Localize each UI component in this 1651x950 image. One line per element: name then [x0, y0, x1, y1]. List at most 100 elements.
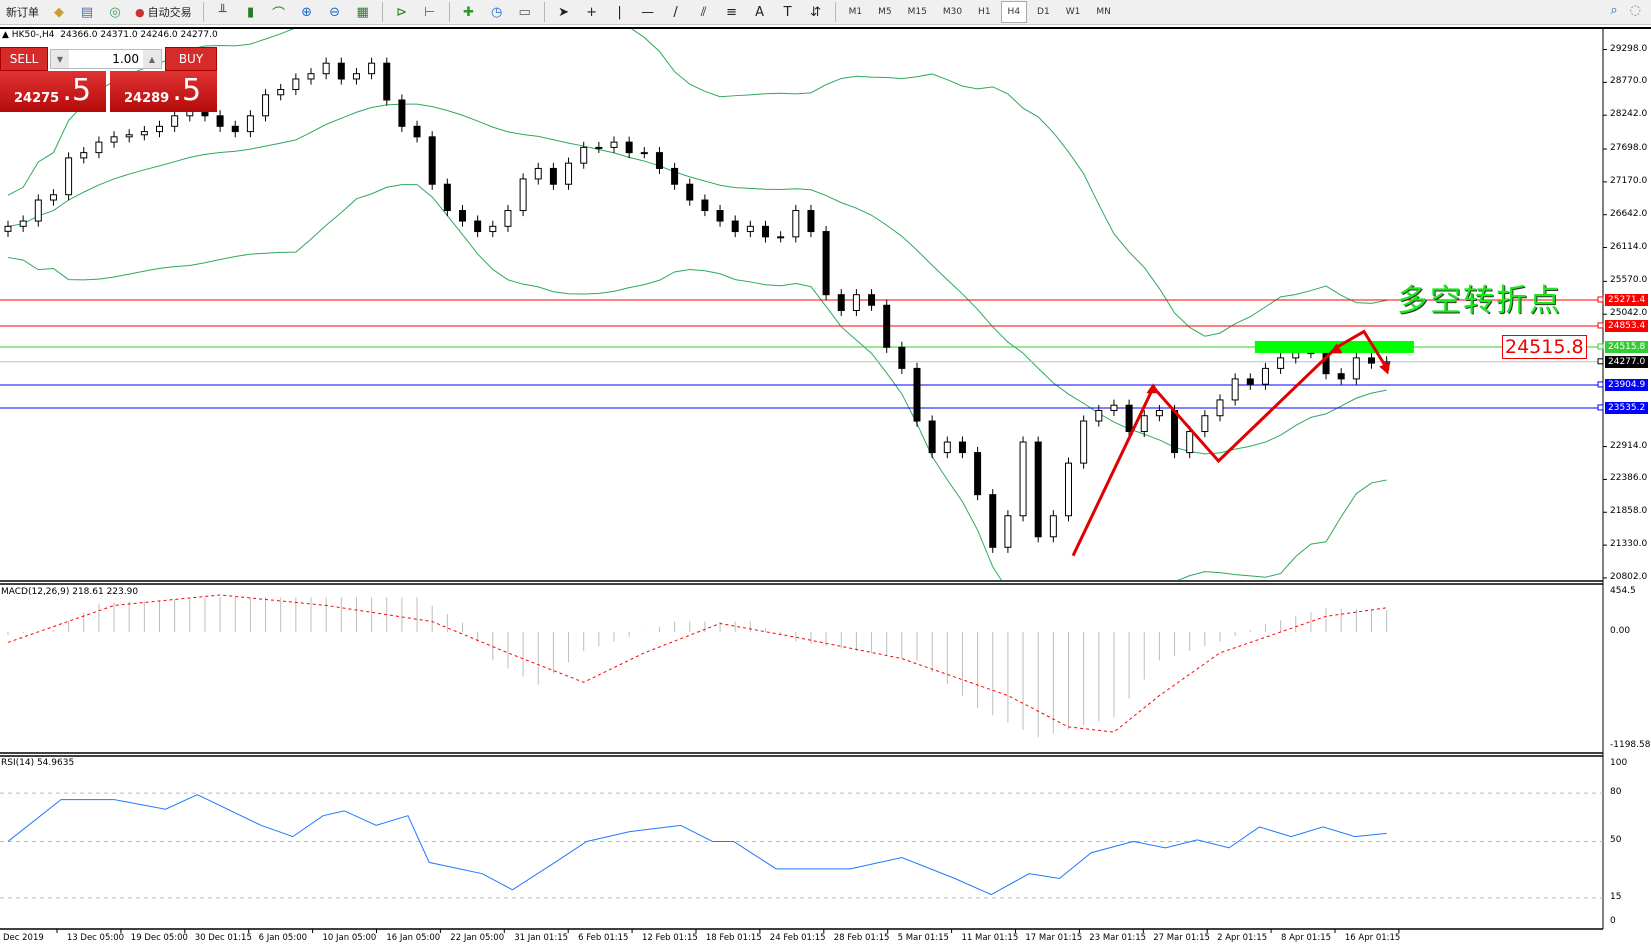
horizontal-line-icon[interactable]: — — [641, 4, 655, 20]
candle-body — [595, 146, 603, 149]
candle-body — [837, 294, 845, 311]
search-icon[interactable]: ⌕ — [1610, 3, 1618, 18]
bollinger-lower — [7, 184, 1387, 580]
timeframe-d1[interactable]: D1 — [1037, 7, 1050, 17]
zoom-in-icon[interactable]: ⊕ — [301, 4, 313, 20]
candle-body — [1125, 404, 1133, 433]
candle-body — [686, 183, 694, 201]
candle-body — [368, 62, 376, 75]
candle-body — [1231, 378, 1239, 401]
zoom-out-icon[interactable]: ⊖ — [329, 4, 341, 20]
timeframe-h4[interactable]: H4 — [1000, 1, 1028, 23]
time-tick-label: 6 Feb 01:15 — [578, 933, 629, 943]
macd-tick-label: 0.00 — [1610, 626, 1631, 636]
price-tick-label: 26114.0 — [1610, 241, 1648, 252]
timeframe-mn[interactable]: MN — [1096, 7, 1111, 17]
timeframe-m15[interactable]: M15 — [907, 7, 927, 17]
chart-shift-icon[interactable]: ⊢ — [423, 4, 436, 20]
candle-body — [110, 136, 118, 143]
lot-increase-button[interactable]: ▲ — [143, 50, 161, 68]
crosshair-icon[interactable]: + — [586, 4, 598, 20]
candle-body — [580, 146, 588, 164]
candle-body — [868, 294, 876, 306]
trendline-icon[interactable]: / — [673, 4, 678, 20]
timeframe-h1[interactable]: H1 — [978, 7, 991, 17]
gold-bar-icon[interactable]: ◆ — [54, 4, 64, 20]
candle-body — [1049, 515, 1057, 538]
candlestick-icon[interactable]: ▮ — [247, 4, 255, 20]
timeframe-w1[interactable]: W1 — [1065, 7, 1081, 17]
candle-body — [928, 420, 936, 454]
candle-body — [307, 73, 315, 80]
arrow-head — [1146, 383, 1160, 394]
arrows-icon[interactable]: ⇵ — [810, 4, 822, 20]
level-handle — [1597, 404, 1604, 411]
annotation-text[interactable]: 多空转折点 — [1397, 283, 1562, 319]
candle-body — [19, 220, 27, 227]
text-label-icon[interactable]: T — [783, 4, 792, 20]
one-click-trading-panel: SELL ▼ 1.00 ▲ BUY 24275 .5 24289 .5 — [0, 47, 217, 112]
time-tick-label: 2 Apr 01:15 — [1217, 933, 1268, 943]
annotation-price-label[interactable]: 24515.8 — [1502, 335, 1587, 359]
rsi-tick-label: 80 — [1610, 787, 1622, 798]
candle-body — [883, 304, 891, 348]
candle-body — [1201, 415, 1209, 433]
time-tick-label: 13 Dec 05:00 — [66, 933, 125, 943]
vertical-line-icon[interactable]: | — [617, 4, 622, 20]
divider — [543, 2, 545, 22]
candle-body — [1065, 462, 1072, 517]
templates-icon[interactable]: ▭ — [518, 4, 531, 20]
time-tick-label: 5 Mar 01:15 — [897, 933, 949, 943]
tile-windows-icon[interactable]: ▦ — [356, 4, 369, 20]
price-level-label: 24853.4 — [1605, 319, 1649, 332]
arrow-head — [1329, 343, 1343, 354]
buy-price-button[interactable]: 24289 .5 — [110, 71, 217, 112]
line-chart-icon[interactable]: ⌒ — [272, 6, 286, 22]
level-handle — [1597, 358, 1604, 365]
indicators-icon[interactable]: ✚ — [463, 4, 475, 20]
bar-chart-icon[interactable]: ╨ — [218, 4, 227, 20]
candle-body — [1216, 399, 1224, 417]
candle-body — [1246, 378, 1254, 385]
lot-size-field[interactable]: ▼ 1.00 ▲ — [50, 49, 162, 69]
signal-icon[interactable]: ◎ — [109, 4, 121, 20]
price-tick-label: 21858.0 — [1610, 506, 1648, 517]
buy-button[interactable]: BUY — [165, 47, 217, 71]
price-tick-label: 25570.0 — [1610, 275, 1648, 286]
candle-body — [1261, 367, 1269, 385]
candle-body — [383, 62, 391, 101]
lot-value[interactable]: 1.00 — [112, 52, 139, 66]
level-handle — [1597, 381, 1604, 388]
candle-body — [822, 231, 830, 296]
candle-body — [716, 210, 724, 222]
candle-body — [1019, 441, 1027, 517]
auto-trading-button[interactable]: ● 自动交易 — [131, 1, 196, 23]
sell-button[interactable]: SELL — [0, 47, 48, 71]
time-tick-label: 17 Mar 01:15 — [1025, 933, 1083, 943]
bollinger-upper — [7, 29, 1387, 337]
auto-trading-label: 自动交易 — [147, 6, 192, 19]
cursor-icon[interactable]: ➤ — [558, 4, 570, 20]
periods-clock-icon[interactable]: ◷ — [490, 4, 503, 20]
timeframe-m1[interactable]: M1 — [848, 7, 863, 17]
candle-body — [958, 441, 966, 454]
divider — [381, 2, 383, 22]
text-icon[interactable]: A — [755, 4, 765, 20]
equidistant-channel-icon[interactable]: ⫽ — [700, 4, 707, 20]
time-tick-label: 19 Dec 05:00 — [130, 933, 188, 943]
lot-decrease-button[interactable]: ▼ — [51, 50, 69, 68]
price-level-label: 24515.8 — [1605, 340, 1649, 353]
sell-price-button[interactable]: 24275 .5 — [0, 71, 106, 112]
chat-icon[interactable]: ◌ — [1629, 3, 1641, 18]
time-tick-label: 11 Mar 01:15 — [961, 933, 1019, 943]
macd-title: MACD(12,26,9) 218.61 223.90 — [1, 587, 139, 597]
autoscroll-icon[interactable]: ⊳ — [396, 4, 408, 20]
server-icon[interactable]: ▤ — [80, 4, 94, 20]
new-order-button[interactable]: 新订单 — [6, 6, 39, 19]
timeframe-m30[interactable]: M30 — [942, 7, 963, 17]
fibonacci-icon[interactable]: ≡ — [726, 4, 738, 20]
candle-body — [262, 94, 270, 117]
timeframe-m5[interactable]: M5 — [878, 7, 892, 17]
time-tick-label: Dec 2019 — [3, 933, 44, 943]
